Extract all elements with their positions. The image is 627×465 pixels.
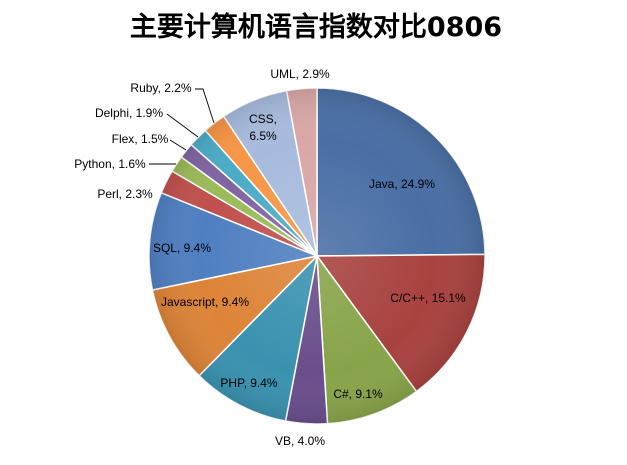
data-label-value: 9.4% — [184, 241, 212, 255]
data-label-value: 15.1% — [432, 291, 466, 305]
pie-slices — [148, 87, 486, 425]
data-label-category: UML — [270, 67, 296, 81]
data-label-delphi: Delphi, 1.9% — [95, 106, 163, 120]
data-label-csharp: C#, 9.1% — [333, 387, 383, 401]
data-label-value: 24.9% — [401, 177, 435, 191]
data-label-c-cplusplus: C/C++, 15.1% — [390, 291, 466, 305]
data-label-sql: SQL, 9.4% — [153, 241, 211, 255]
data-label-category: PHP — [220, 376, 245, 390]
data-label-perl: Perl, 2.3% — [97, 187, 153, 201]
leader-line-ruby — [195, 88, 215, 124]
data-label-uml: UML, 2.9% — [270, 67, 330, 81]
data-label-value: 1.6% — [118, 157, 146, 171]
pie-slice-java — [316, 87, 486, 257]
data-label-value: 9.1% — [355, 387, 383, 401]
data-label-value: 2.9% — [302, 67, 330, 81]
data-label-javascript: Javascript, 9.4% — [161, 295, 249, 309]
data-label-ruby: Ruby, 2.2% — [130, 81, 191, 95]
data-label-value: 9.4% — [222, 295, 250, 309]
data-label-value: 4.0% — [298, 434, 326, 448]
data-label-value: 2.2% — [164, 81, 192, 95]
data-label-value: 9.4% — [250, 376, 278, 390]
data-label-css: CSS, 6.5% — [249, 112, 277, 143]
data-label-java: Java, 24.9% — [369, 177, 435, 191]
data-label-php: PHP, 9.4% — [220, 376, 277, 390]
data-label-flex: Flex, 1.5% — [112, 132, 169, 146]
data-label-value: 6.5% — [249, 129, 277, 143]
data-label-value: 1.5% — [141, 132, 169, 146]
data-label-category: C# — [333, 387, 349, 401]
data-label-category: C/C++ — [390, 291, 425, 305]
data-label-category: Python — [74, 157, 111, 171]
data-label-category: VB — [275, 434, 291, 448]
data-label-category: Java — [369, 177, 395, 191]
data-label-value: 1.9% — [136, 106, 164, 120]
data-label-vb: VB, 4.0% — [275, 434, 325, 448]
data-label-value: 2.3% — [125, 187, 153, 201]
chart-title: 主要计算机语言指数对比0806 — [130, 11, 502, 43]
data-label-category: Perl — [97, 187, 118, 201]
data-label-category: SQL — [153, 241, 177, 255]
data-label-python: Python, 1.6% — [74, 157, 146, 171]
data-label-category: CSS — [249, 112, 274, 126]
data-label-category: Javascript — [161, 295, 216, 309]
data-label-category: Ruby — [130, 81, 158, 95]
leader-line-flex — [169, 139, 187, 151]
data-labels: Java, 24.9% C/C++, 15.1% C#, 9.1% VB, 4.0% P… — [74, 67, 466, 448]
leader-line-delphi — [166, 113, 199, 138]
data-label-category: Flex — [112, 132, 135, 146]
leader-lines — [149, 88, 215, 165]
data-label-category: Delphi — [95, 106, 129, 120]
